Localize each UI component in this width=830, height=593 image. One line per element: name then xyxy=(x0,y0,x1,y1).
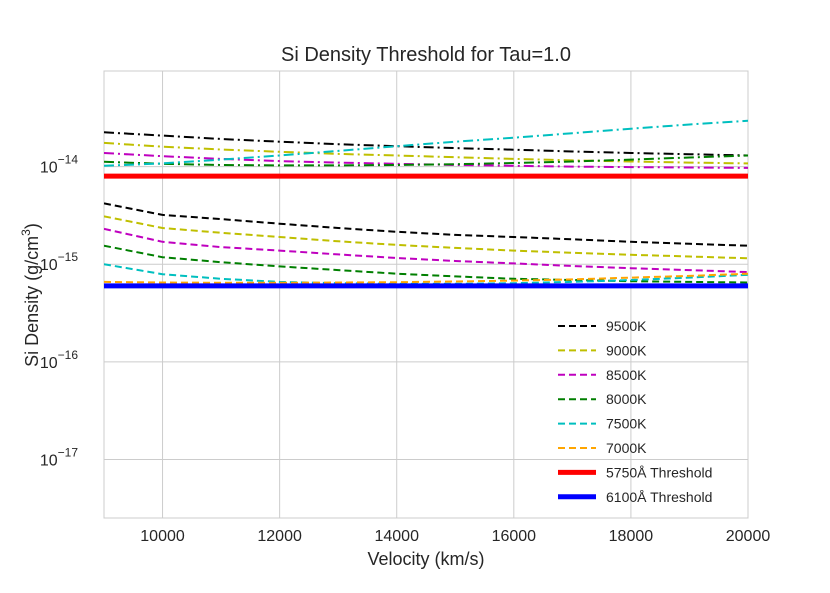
y-tick-base: 10 xyxy=(40,257,58,274)
x-tick-label: 14000 xyxy=(374,528,419,545)
x-tick-label: 16000 xyxy=(492,528,537,545)
legend-label: 9000K xyxy=(606,342,647,358)
grid xyxy=(104,71,749,518)
y-axis-label-sup: 3 xyxy=(19,229,33,236)
series-line xyxy=(104,227,748,274)
legend-label: 6100Å Threshold xyxy=(606,489,712,505)
y-tick-exponent: −17 xyxy=(58,445,79,459)
y-axis-label-main: Si Density (g/cm xyxy=(22,236,42,367)
y-tick-label: 10−17 xyxy=(40,445,78,469)
series-line xyxy=(104,119,748,167)
chart-title: Si Density Threshold for Tau=1.0 xyxy=(281,44,571,66)
x-axis-ticks: 10000 12000 14000 16000 18000 20000 xyxy=(140,528,770,545)
series-layer xyxy=(104,119,748,289)
legend-label: 7500K xyxy=(606,416,647,432)
legend: 9500K 9000K 8500K 8000K 7500K 7000K 5750Å Thre… xyxy=(558,318,712,505)
legend-label: 7000K xyxy=(606,440,647,456)
series-line xyxy=(104,244,748,284)
series-line xyxy=(104,154,748,167)
y-tick-label: 10−14 xyxy=(40,153,78,177)
y-tick-exponent: −14 xyxy=(58,153,79,167)
y-tick-exponent: −15 xyxy=(58,250,79,264)
y-tick-label: 10−16 xyxy=(40,348,78,372)
y-tick-base: 10 xyxy=(40,160,58,177)
x-tick-label: 20000 xyxy=(726,528,771,545)
legend-label: 8000K xyxy=(606,391,647,407)
x-axis-label: Velocity (km/s) xyxy=(367,549,484,569)
series-line xyxy=(104,202,748,247)
x-tick-label: 18000 xyxy=(609,528,654,545)
series-line xyxy=(104,272,748,284)
y-tick-exponent: −16 xyxy=(58,348,79,362)
series-line xyxy=(104,141,748,165)
legend-label: 8500K xyxy=(606,367,647,383)
y-tick-base: 10 xyxy=(40,355,58,372)
series-line xyxy=(104,152,748,169)
x-tick-label: 12000 xyxy=(257,528,302,545)
plot-frame xyxy=(103,70,749,519)
x-tick-label: 10000 xyxy=(140,528,185,545)
y-tick-base: 10 xyxy=(40,452,58,469)
y-axis-label-close: ) xyxy=(22,223,42,229)
series-line xyxy=(104,215,748,260)
y-tick-label: 10−15 xyxy=(40,250,78,274)
legend-label: 5750Å Threshold xyxy=(606,464,712,480)
series-line xyxy=(104,131,748,157)
y-axis-label: Si Density (g/cm3) xyxy=(19,223,42,367)
legend-label: 9500K xyxy=(606,318,647,334)
